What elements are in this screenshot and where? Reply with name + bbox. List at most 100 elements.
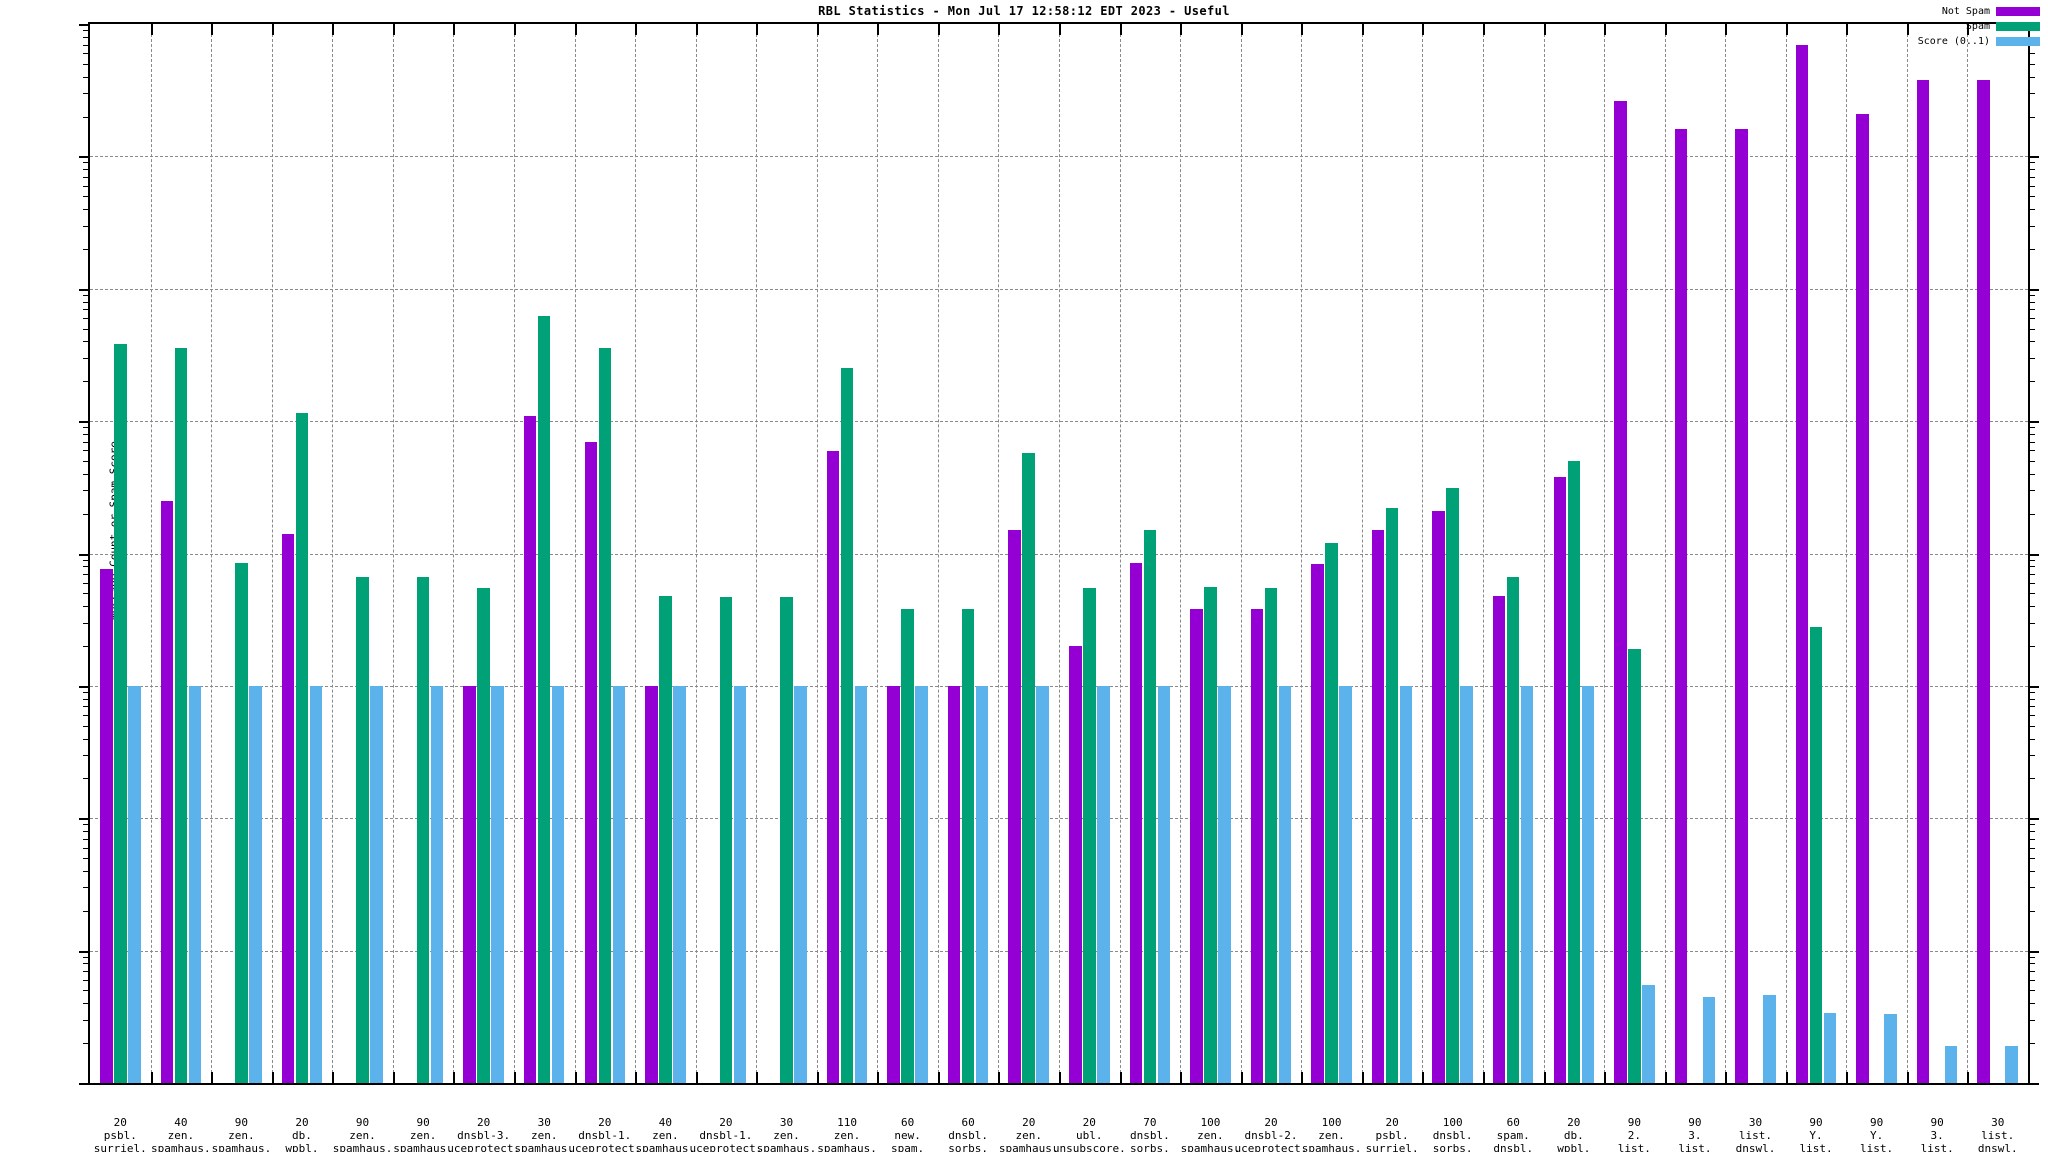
bar-spam <box>416 576 430 1083</box>
bar-notspam <box>645 685 658 1083</box>
x-gridline <box>1725 24 1727 1083</box>
y-tick-minor-right <box>2028 473 2035 475</box>
bar-score <box>673 685 686 1083</box>
bar-spam <box>537 316 551 1083</box>
x-gridline <box>816 24 818 1083</box>
y-tick-minor-right <box>2028 357 2035 359</box>
bar-notspam <box>1311 564 1324 1083</box>
bar-notspam <box>947 685 961 1083</box>
x-axis-tick-label: 90 Y. list. dnswl. org 3 hops <box>1860 1116 1894 1152</box>
y-tick-minor-right <box>2028 1043 2035 1045</box>
x-tick-bottom <box>1543 1072 1546 1083</box>
bar-spam <box>1628 648 1641 1083</box>
x-tick-bottom <box>877 1072 880 1083</box>
x-tick-bottom <box>392 1072 395 1083</box>
bar-spam <box>1325 543 1338 1083</box>
y-tick-minor <box>83 169 90 171</box>
y-tick-minor <box>83 963 90 965</box>
x-axis-tick-label: 90 zen. spamhaus. org 2 hops <box>332 1116 393 1152</box>
x-tick-top <box>1059 24 1061 35</box>
x-axis-tick-label: 90 3. list. dnswl. org 2 hops <box>1920 1116 1954 1152</box>
y-tick-minor-right <box>2028 433 2035 435</box>
bar-score <box>2005 1046 2018 1083</box>
y-tick-minor-right <box>2028 691 2035 693</box>
x-tick-top <box>150 24 153 35</box>
x-tick-bottom <box>513 1072 516 1083</box>
bar-spam <box>1264 587 1278 1083</box>
bar-notspam <box>1674 129 1688 1083</box>
x-gridline <box>756 24 758 1083</box>
y-tick-minor-right <box>2028 755 2035 757</box>
x-gridline <box>1785 24 1787 1083</box>
x-tick-bottom <box>1664 1072 1667 1083</box>
bar-spam <box>1567 460 1581 1083</box>
x-axis-tick-label: 30 zen. spamhaus. org origin <box>514 1116 575 1152</box>
x-gridline <box>574 24 576 1083</box>
y-tick-minor <box>83 1003 90 1005</box>
y-tick-minor <box>83 824 90 826</box>
bar-score <box>491 685 504 1083</box>
bar-spam <box>356 576 369 1083</box>
y-tick-minor <box>83 698 90 700</box>
x-tick-top <box>1664 24 1667 35</box>
y-tick-minor <box>83 910 90 912</box>
y-tick-minor <box>83 176 90 178</box>
y-tick-minor-right <box>2028 574 2035 575</box>
y-tick-minor-right <box>2028 176 2035 178</box>
x-tick-bottom <box>271 1072 274 1083</box>
bar-score <box>430 685 444 1083</box>
y-tick-minor-right <box>2028 248 2035 250</box>
y-tick-minor <box>83 574 90 575</box>
y-tick-minor <box>83 1019 90 1021</box>
x-tick-top <box>574 24 577 35</box>
y-tick-minor-right <box>2028 341 2035 343</box>
x-tick-bottom <box>1482 1072 1485 1083</box>
x-tick-top <box>1967 24 1970 35</box>
bar-spam <box>598 347 612 1083</box>
x-axis-tick-label: 60 spam. dnsbl. sorbs. net 6 hops <box>1493 1116 1534 1152</box>
x-tick-top <box>877 24 880 35</box>
x-axis-tick-label: 20 ubl. unsubscore. com 1 hop <box>1052 1116 1126 1152</box>
x-axis-tick-label: 20 psbl. surriel. com 1 hop <box>1365 1116 1419 1152</box>
bar-notspam <box>1069 646 1082 1083</box>
y-tick-minor-right <box>2028 824 2035 826</box>
y-tick-minor <box>83 490 90 492</box>
y-tick-major-right <box>2028 421 2039 424</box>
y-tick-minor <box>83 755 90 757</box>
x-gridline <box>1604 24 1606 1083</box>
y-tick-minor <box>83 971 90 973</box>
x-tick-bottom <box>1240 1072 1243 1083</box>
y-tick-minor-right <box>2028 185 2035 187</box>
y-tick-minor <box>83 778 90 780</box>
x-tick-bottom <box>756 1072 759 1083</box>
y-tick-minor-right <box>2028 53 2035 55</box>
legend-item: Score (0..1) <box>1918 36 2040 47</box>
y-tick-minor <box>83 294 90 296</box>
legend-item: Not Spam <box>1942 6 2040 17</box>
y-tick-minor-right <box>2028 460 2035 462</box>
y-tick-minor-right <box>2028 328 2035 330</box>
x-gridline <box>271 24 273 1083</box>
x-tick-bottom <box>998 1072 1001 1083</box>
x-gridline <box>1240 24 1242 1083</box>
bar-notspam <box>1916 79 1930 1083</box>
bar-spam <box>1809 626 1823 1083</box>
x-axis-tick-label: 30 list. dnswl. org 3 hops <box>1735 1116 1776 1152</box>
y-tick-minor-right <box>2028 169 2035 171</box>
y-tick-minor <box>83 566 90 568</box>
y-tick-minor-right <box>2028 738 2035 740</box>
x-gridline <box>937 24 939 1083</box>
bar-score <box>1763 995 1776 1083</box>
legend-item-label: Spam <box>1965 21 1990 32</box>
x-gridline <box>1906 24 1908 1083</box>
y-tick-minor <box>83 357 90 359</box>
bar-score <box>1097 685 1110 1083</box>
x-tick-top <box>695 24 698 35</box>
x-tick-top <box>271 24 274 35</box>
bar-score <box>915 685 928 1083</box>
x-gridline <box>392 24 394 1083</box>
x-tick-bottom <box>937 1072 940 1083</box>
y-tick-major-right <box>2028 288 2039 291</box>
x-axis-tick-label: 60 dnsbl. sorbs. net 5 hops <box>948 1116 989 1152</box>
legend-swatch <box>1996 22 2040 31</box>
